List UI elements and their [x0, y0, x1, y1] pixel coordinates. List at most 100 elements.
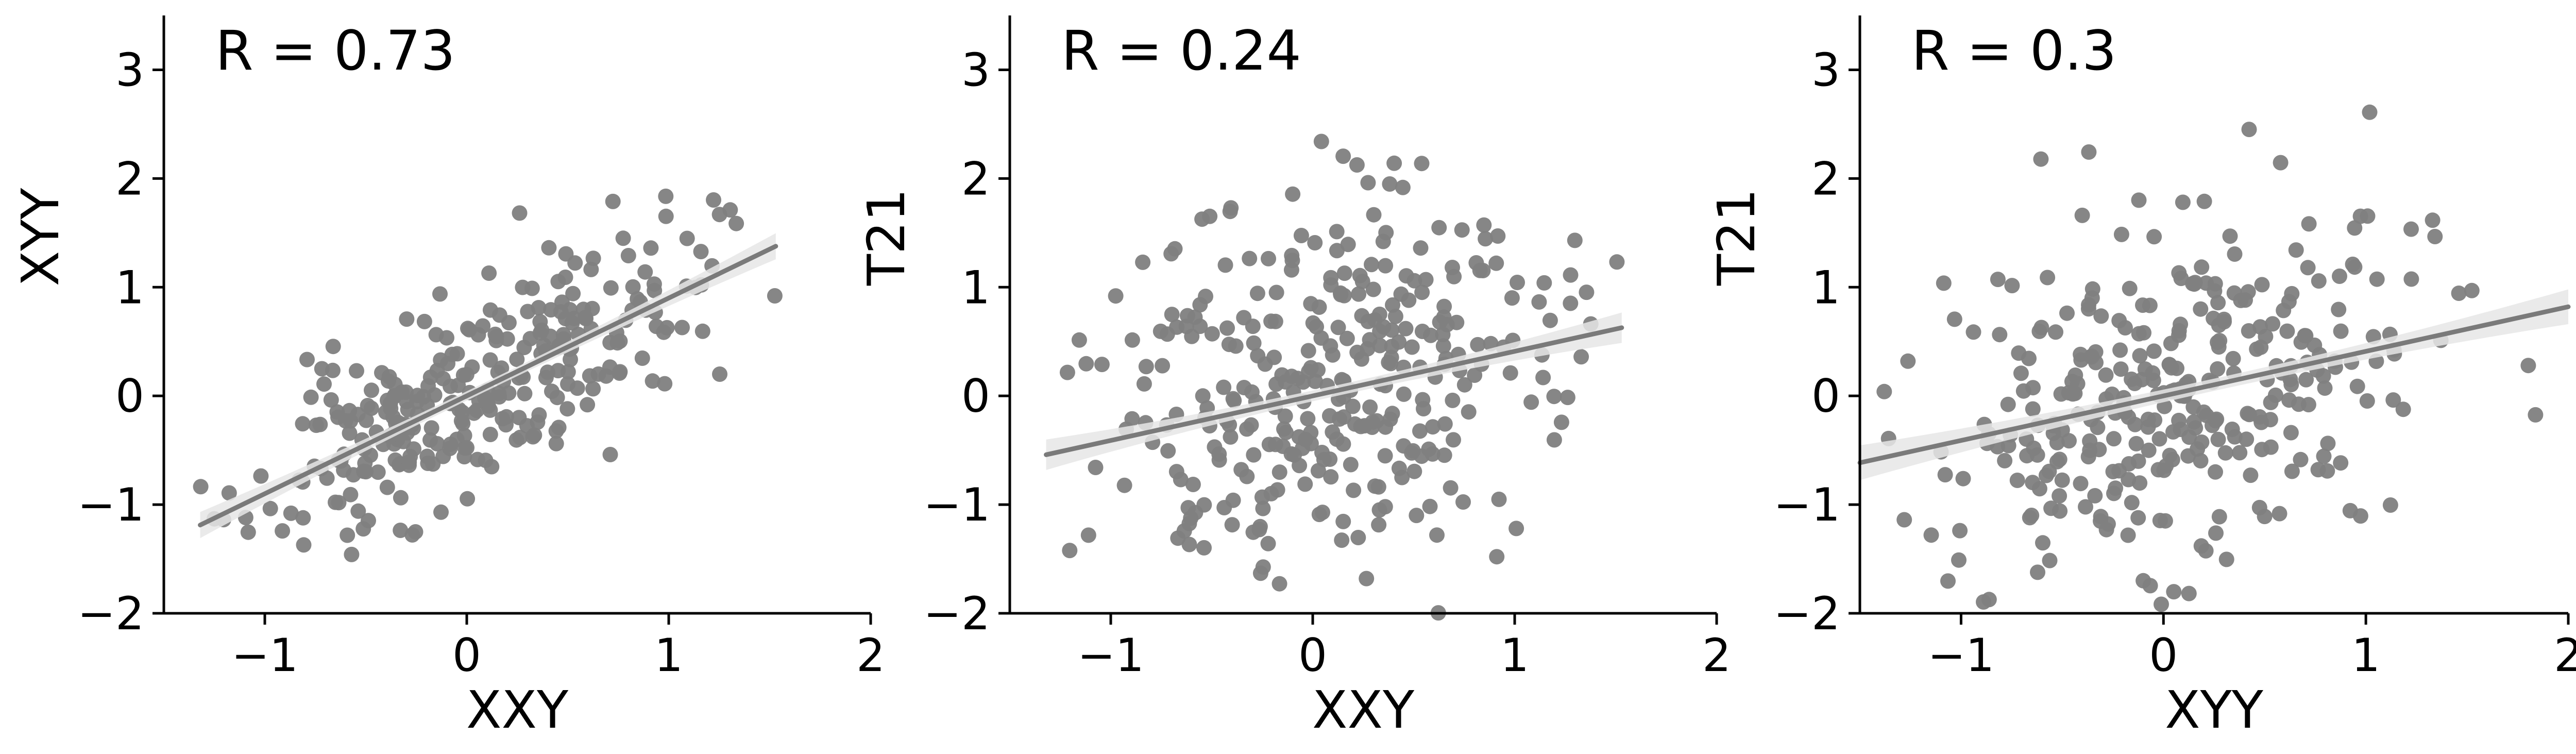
scatter-point — [1185, 477, 1201, 492]
scatter-point — [2166, 584, 2182, 600]
scatter-point — [1331, 411, 1347, 427]
scatter-point — [469, 451, 485, 467]
scatter-point — [1371, 502, 1387, 518]
y-tick-label: 2 — [1811, 152, 1840, 205]
scatter-point — [2369, 271, 2385, 287]
scatter-point — [1236, 310, 1252, 326]
scatter-point — [2265, 316, 2281, 332]
scatter-point — [2083, 349, 2099, 365]
scatter-point — [1347, 416, 1363, 432]
scatter-point — [1181, 515, 1197, 531]
scatter-point — [343, 487, 359, 502]
scatter-point — [2241, 122, 2257, 138]
scatter-point — [2301, 216, 2317, 232]
scatter-point — [1108, 288, 1124, 304]
scatter-point — [515, 279, 531, 295]
scatter-point — [722, 202, 738, 218]
scatter-point — [517, 386, 533, 401]
scatter-point — [1204, 326, 1220, 342]
x-axis-label: XXY — [466, 680, 569, 740]
x-tick-label: 2 — [1702, 629, 1731, 682]
scatter-point — [2317, 380, 2333, 396]
y-tick-label: 0 — [1811, 370, 1840, 423]
scatter-point — [1305, 315, 1321, 331]
scatter-point — [1088, 460, 1104, 475]
scatter-point — [1491, 491, 1507, 507]
scatter-point — [509, 351, 525, 367]
scatter-point — [350, 503, 366, 519]
scatter-point — [1435, 338, 1451, 354]
scatter-point — [1418, 272, 1434, 288]
scatter-point — [615, 230, 631, 246]
scatter-point — [658, 188, 674, 204]
x-tick-label: 2 — [2554, 629, 2576, 682]
scatter-point — [433, 504, 449, 520]
scatter-point — [1277, 408, 1293, 424]
scatter-point — [459, 440, 474, 456]
scatter-point — [1136, 376, 1152, 392]
scatter-point — [2311, 273, 2327, 289]
scatter-point — [2395, 401, 2411, 417]
scatter-point — [2130, 510, 2146, 526]
scatter-point — [2173, 271, 2189, 287]
y-tick-label: 2 — [115, 152, 144, 205]
scatter-point — [2084, 281, 2100, 297]
scatter-point — [401, 457, 417, 473]
scatter-point — [482, 302, 498, 318]
scatter-point — [1896, 512, 1912, 528]
scatter-point — [2113, 361, 2129, 377]
scatter-point — [1340, 237, 1356, 253]
scatter-point — [1445, 392, 1461, 408]
scatter-point — [1414, 448, 1430, 464]
scatter-point — [1179, 308, 1195, 324]
scatter-point — [444, 346, 460, 362]
scatter-point — [1560, 390, 1575, 406]
scatter-point — [1285, 186, 1301, 202]
scatter-point — [1504, 290, 1520, 306]
scatter-point — [2120, 527, 2136, 543]
scatter-point — [2163, 360, 2179, 376]
scatter-point — [1476, 217, 1492, 233]
scatter-point — [1536, 275, 1552, 291]
scatter-point — [1395, 179, 1411, 195]
scatter-point — [2332, 269, 2347, 284]
y-tick-label: 3 — [115, 43, 144, 96]
scatter-point — [2049, 434, 2065, 450]
scatter-point — [1510, 275, 1525, 290]
scatter-point — [1398, 321, 1414, 337]
scatter-point — [1094, 357, 1110, 373]
scatter-point — [314, 361, 330, 377]
scatter-point — [2464, 282, 2480, 298]
scatter-point — [1443, 480, 1459, 496]
scatter-point — [1335, 513, 1351, 529]
scatter-point — [1246, 447, 1262, 463]
scatter-point — [295, 510, 311, 526]
scatter-point — [2263, 394, 2279, 410]
scatter-point — [2052, 503, 2068, 519]
scatter-point — [1216, 500, 1232, 515]
scatter-point — [1900, 353, 1916, 369]
scatter-point — [1425, 419, 1440, 435]
scatter-point — [1272, 576, 1287, 592]
scatter-point — [2307, 337, 2323, 353]
scatter-point — [1446, 432, 1461, 448]
scatter-point — [2093, 509, 2109, 525]
x-tick-label: 0 — [2149, 629, 2178, 682]
scatter-point — [2319, 463, 2335, 479]
scatter-point — [527, 427, 543, 443]
scatter-point — [2093, 308, 2109, 324]
scatter-point — [1398, 268, 1414, 284]
scatter-point — [2070, 376, 2086, 392]
scatter-point — [1573, 349, 1589, 365]
scatter-point — [295, 416, 311, 432]
scatter-point — [2218, 551, 2234, 567]
scatter-point — [1323, 469, 1339, 485]
scatter-point — [1468, 255, 1484, 271]
scatter-point — [728, 215, 744, 231]
scatter-point — [1478, 231, 1494, 247]
scatter-point — [2136, 573, 2151, 589]
scatter-point — [2362, 104, 2378, 120]
scatter-point — [555, 327, 571, 343]
scatter-point — [634, 350, 650, 366]
scatter-point — [2024, 508, 2040, 523]
